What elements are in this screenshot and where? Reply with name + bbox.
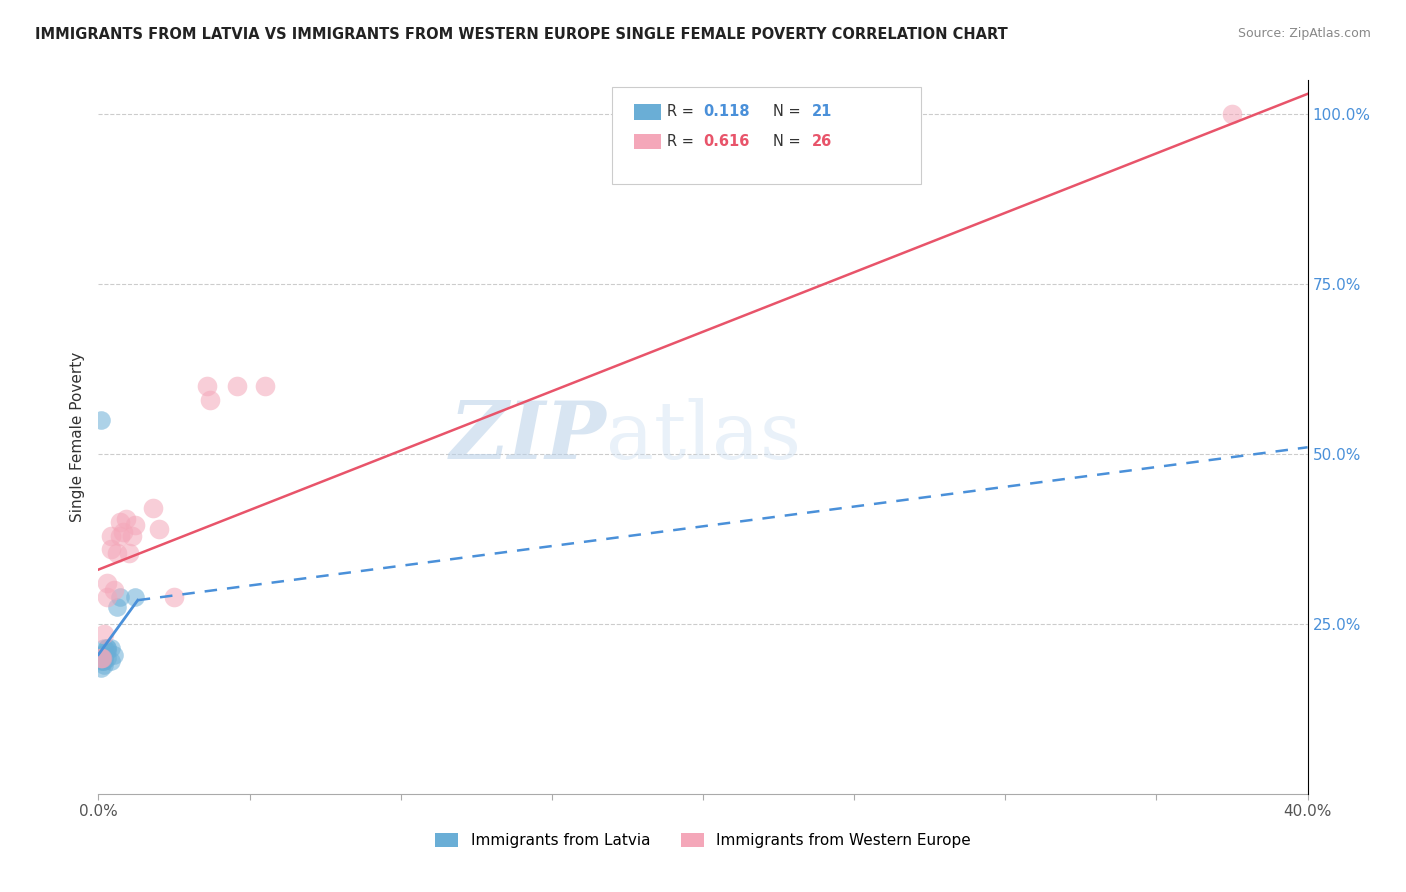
Text: IMMIGRANTS FROM LATVIA VS IMMIGRANTS FROM WESTERN EUROPE SINGLE FEMALE POVERTY C: IMMIGRANTS FROM LATVIA VS IMMIGRANTS FRO… [35,27,1008,42]
Point [163,590,186,604]
Point [91,654,114,668]
Point [93,640,115,655]
Point [148,522,170,536]
Point [105,599,128,614]
Point [96,651,118,665]
Point [1220,107,1243,121]
Text: 0.616: 0.616 [703,134,749,149]
Text: atlas: atlas [606,398,801,476]
Point [93,654,115,668]
Point [91,651,114,665]
Point [195,379,218,393]
Point [90,661,112,675]
Point [142,501,165,516]
Point [108,515,131,529]
Point [100,528,122,542]
Point [96,576,118,591]
Point [93,651,115,665]
Text: 0.118: 0.118 [703,104,749,120]
Point [90,654,112,668]
Point [91,648,114,662]
Text: 26: 26 [811,134,832,149]
Point [103,648,125,662]
Point [226,379,249,393]
Text: N =: N = [773,104,806,120]
Point [90,413,112,427]
FancyBboxPatch shape [613,87,921,184]
Point [91,651,114,665]
FancyBboxPatch shape [634,134,661,150]
Point [124,590,146,604]
Y-axis label: Single Female Poverty: Single Female Poverty [69,352,84,522]
Point [93,657,115,672]
Point [96,640,118,655]
FancyBboxPatch shape [634,103,661,120]
Text: 21: 21 [811,104,832,120]
Point [114,511,136,525]
Point [90,651,112,665]
Text: R =: R = [666,104,699,120]
Point [96,640,118,655]
Text: N =: N = [773,134,806,149]
Point [108,590,131,604]
Point [100,542,122,557]
Point [96,644,118,658]
Point [96,590,118,604]
Text: R =: R = [666,134,699,149]
Point [111,525,134,540]
Point [124,518,146,533]
Point [90,648,112,662]
Point [100,640,122,655]
Point [108,528,131,542]
Point [253,379,276,393]
Legend: Immigrants from Latvia, Immigrants from Western Europe: Immigrants from Latvia, Immigrants from … [429,827,977,854]
Point [100,654,122,668]
Point [200,392,222,407]
Point [103,582,125,597]
Point [93,627,115,641]
Point [118,546,141,560]
Point [105,546,128,560]
Text: Source: ZipAtlas.com: Source: ZipAtlas.com [1237,27,1371,40]
Point [121,528,143,542]
Text: ZIP: ZIP [450,399,606,475]
